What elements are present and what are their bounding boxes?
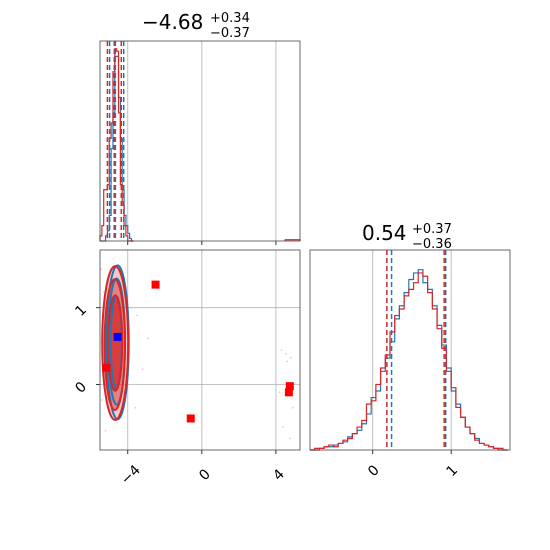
joint-marker-red [186, 414, 195, 423]
hist2-series-blue [310, 269, 508, 451]
joint-sample-point [285, 352, 288, 355]
joint-sample-point [134, 406, 137, 409]
joint-sample-point [100, 268, 102, 271]
param1-title: −4.68 [142, 10, 203, 34]
param2-title-upper: +0.37 [412, 222, 452, 237]
joint-sample-point [289, 356, 292, 359]
joint-ytick-label: 0 [72, 379, 90, 397]
joint-sample-point [286, 360, 288, 363]
hist1-frame [99, 40, 301, 242]
joint-xtick-label: −4 [118, 462, 144, 488]
joint-sample-point [102, 291, 105, 294]
param1-title-upper: +0.34 [210, 11, 250, 26]
hist2-frame [309, 249, 511, 451]
joint-sample-point [291, 406, 294, 409]
param2-title-lower: −0.36 [412, 237, 452, 252]
joint-sample-point [136, 314, 138, 317]
joint-marker-red [284, 388, 293, 397]
joint-sample-point [147, 337, 150, 340]
joint-sample-point [104, 429, 107, 432]
joint-ytick-label: 1 [72, 302, 90, 320]
joint-sample-point [288, 437, 291, 440]
hist1-series-blue [100, 55, 134, 242]
hist2-xtick-label: 1 [444, 462, 462, 480]
joint-frame [99, 249, 301, 451]
hist2-series-red [310, 272, 508, 451]
joint-contour-red [101, 265, 130, 422]
hist2-xtick-label: 0 [365, 462, 383, 480]
joint-contour-panel: −4 0 4 0 1 [72, 249, 301, 488]
param1-title-lower: −0.37 [210, 26, 250, 41]
marginal-histogram-param1 [99, 40, 301, 245]
joint-sample-point [282, 426, 285, 428]
joint-marker-blue [113, 332, 122, 341]
joint-marker-red [285, 382, 294, 391]
joint-sample-point [280, 349, 283, 351]
joint-contour-red [103, 278, 126, 411]
joint-xtick-label: 0 [196, 466, 214, 484]
joint-sample-point [141, 368, 144, 371]
param1-median: −4.68 [142, 10, 203, 34]
param2-title: 0.54 [362, 221, 407, 245]
joint-xtick-label: 4 [270, 466, 288, 484]
hist1-series-red [99, 48, 134, 242]
joint-sample-point [100, 399, 103, 401]
joint-marker-red [102, 363, 111, 372]
joint-marker-red [151, 280, 160, 289]
param2-median: 0.54 [362, 221, 407, 245]
joint-contour-red [107, 294, 124, 392]
joint-sample-point [278, 391, 281, 394]
